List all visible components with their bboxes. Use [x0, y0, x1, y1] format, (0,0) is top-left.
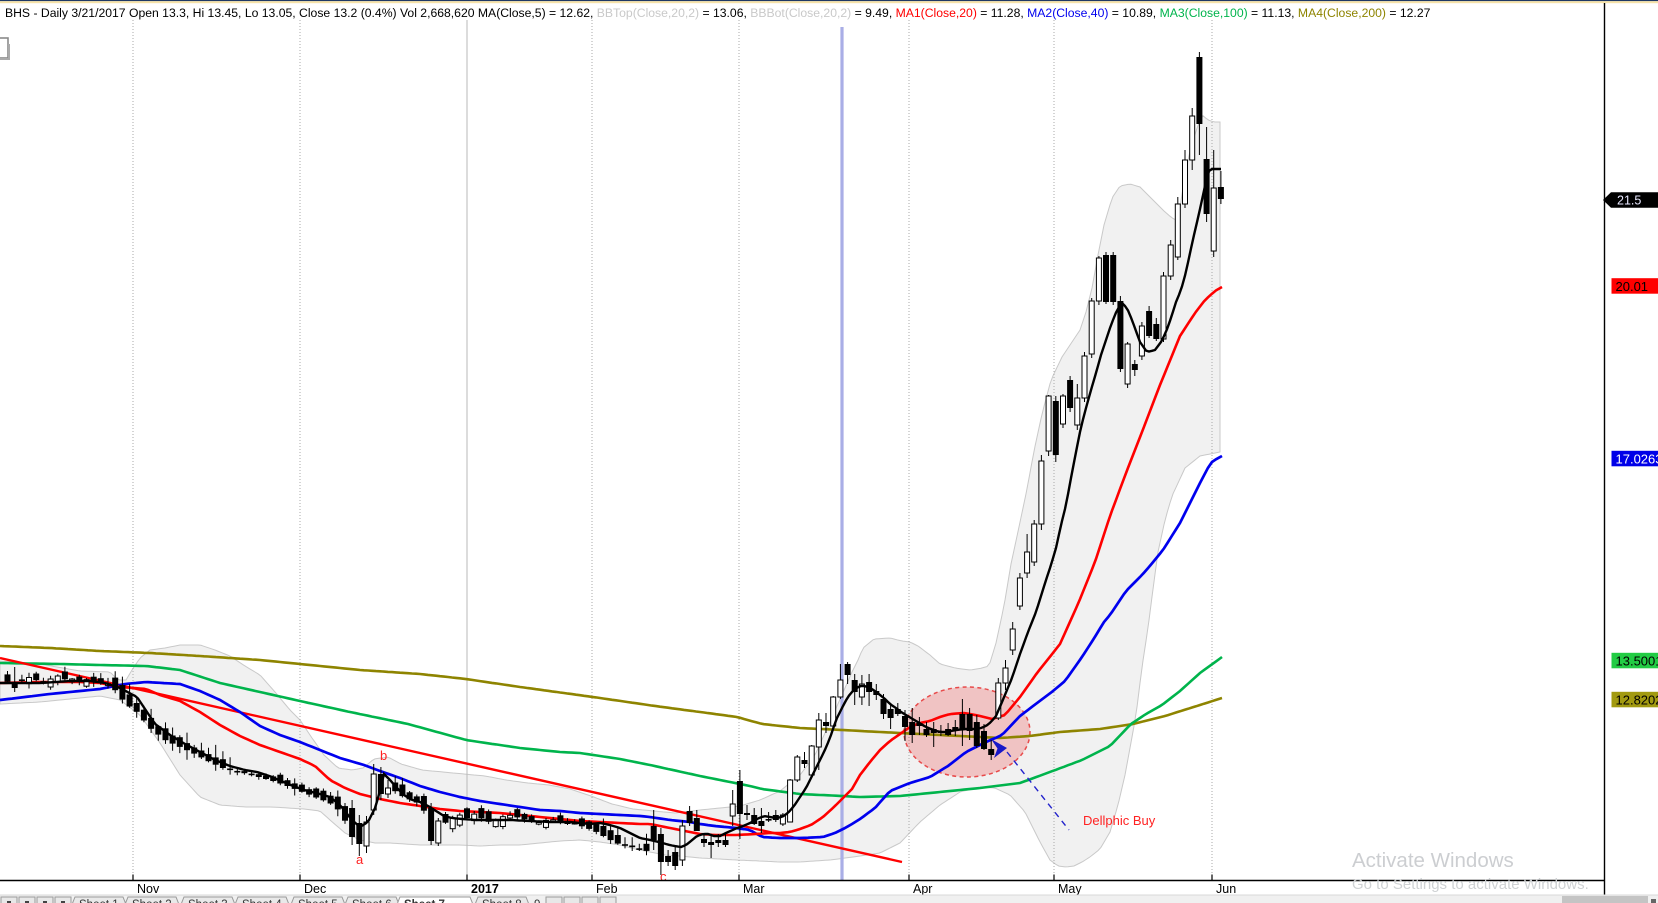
- svg-text:Activate Windows: Activate Windows: [1352, 849, 1514, 872]
- svg-text:b: b: [380, 748, 387, 763]
- svg-text:13.5001: 13.5001: [1616, 653, 1658, 668]
- svg-text:Dec: Dec: [304, 882, 326, 896]
- svg-text:Nov: Nov: [137, 882, 160, 896]
- svg-text:Apr: Apr: [913, 882, 932, 896]
- svg-text:21.5: 21.5: [1617, 194, 1641, 208]
- svg-text:a: a: [356, 852, 364, 867]
- svg-text:Sheet 4: Sheet 4: [242, 899, 282, 903]
- svg-text:Sheet 5: Sheet 5: [298, 899, 338, 903]
- svg-text:Sheet 6: Sheet 6: [352, 899, 392, 903]
- svg-text:9: 9: [534, 899, 540, 903]
- svg-text:Jun: Jun: [1216, 882, 1236, 896]
- svg-text:20.01: 20.01: [1616, 279, 1649, 294]
- svg-text:Sheet 8: Sheet 8: [482, 899, 522, 903]
- svg-text:Feb: Feb: [596, 882, 618, 896]
- svg-text:c: c: [660, 869, 667, 884]
- svg-text:Sheet 2: Sheet 2: [132, 899, 172, 903]
- svg-text:12.8202: 12.8202: [1616, 692, 1658, 707]
- svg-text:17.0263: 17.0263: [1616, 451, 1658, 466]
- svg-text:Sheet 1: Sheet 1: [79, 899, 119, 903]
- svg-text:2017: 2017: [471, 882, 499, 896]
- svg-text:Go to Settings to activate Win: Go to Settings to activate Windows.: [1352, 876, 1589, 893]
- svg-text:Sheet 7: Sheet 7: [404, 899, 445, 903]
- svg-text:Dellphic Buy: Dellphic Buy: [1083, 813, 1156, 828]
- svg-text:Sheet 3: Sheet 3: [188, 899, 228, 903]
- svg-text:May: May: [1058, 882, 1082, 896]
- svg-text:Mar: Mar: [743, 882, 765, 896]
- svg-text:BHS - Daily 3/21/2017 Open 13.: BHS - Daily 3/21/2017 Open 13.3, Hi 13.4…: [5, 6, 1431, 20]
